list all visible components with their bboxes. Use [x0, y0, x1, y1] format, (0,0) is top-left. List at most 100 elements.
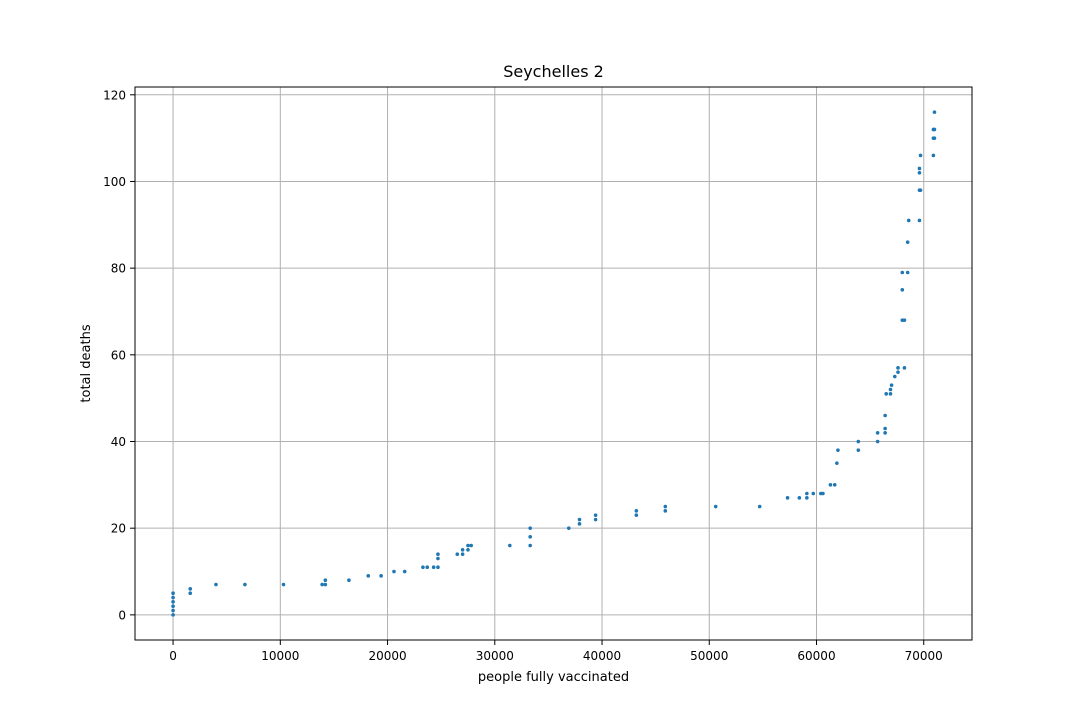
data-point: [875, 439, 880, 444]
data-point: [902, 366, 907, 370]
data-point: [469, 543, 473, 548]
x-axis-label: people fully vaccinated: [478, 670, 629, 685]
data-point: [436, 552, 440, 556]
axis-ticks: 0 10000 20000 30000 40000 50000 60000 70000 0 20 4…: [103, 88, 943, 663]
data-point: [171, 600, 175, 604]
data-point: [805, 491, 809, 496]
x-tick-label: 30000: [476, 649, 514, 663]
data-point: [835, 461, 839, 465]
y-tick-label: 100: [103, 175, 126, 189]
data-point: [892, 374, 897, 379]
data-point: [856, 439, 861, 444]
data-point: [436, 565, 440, 569]
data-point: [932, 127, 937, 132]
data-point: [323, 582, 328, 587]
y-tick-label: 40: [111, 435, 126, 449]
data-point: [663, 504, 668, 509]
data-point: [875, 431, 880, 435]
data-point: [366, 574, 371, 578]
data-point: [757, 504, 762, 509]
data-point: [593, 517, 598, 522]
data-point: [281, 582, 286, 587]
data-point: [797, 496, 802, 500]
y-axis-label: total deaths: [79, 324, 94, 402]
data-point: [577, 517, 582, 522]
data-point: [883, 426, 887, 431]
data-point: [171, 604, 175, 608]
data-point: [828, 483, 833, 487]
data-point: [566, 526, 571, 530]
data-point: [593, 513, 598, 517]
x-tick-label: 20000: [368, 649, 406, 663]
data-point: [900, 288, 905, 292]
x-tick-label: 60000: [797, 649, 835, 663]
data-point: [214, 582, 218, 587]
data-point: [425, 565, 430, 569]
data-point: [821, 491, 825, 496]
x-tick-label: 50000: [690, 649, 728, 663]
x-tick-label: 10000: [261, 649, 299, 663]
data-point: [906, 218, 911, 223]
plot-frame: [134, 86, 973, 641]
data-point: [347, 578, 351, 582]
data-point: [323, 578, 328, 582]
data-point: [171, 595, 175, 600]
data-point: [379, 574, 383, 578]
data-point: [528, 543, 532, 548]
data-point: [436, 556, 440, 561]
data-point: [888, 387, 893, 392]
data-point: [836, 448, 840, 452]
data-point: [888, 392, 893, 396]
data-point: [856, 448, 861, 452]
data-point: [902, 318, 907, 322]
grid-lines: [135, 87, 972, 640]
data-point: [171, 613, 175, 617]
data-point: [884, 392, 889, 396]
y-tick-label: 80: [111, 262, 126, 276]
data-point: [918, 188, 923, 192]
data-point: [460, 548, 465, 552]
data-point: [508, 543, 512, 548]
data-point: [785, 496, 790, 500]
data-point: [713, 504, 718, 509]
data-point: [832, 483, 837, 487]
data-point: [932, 136, 937, 140]
data-point: [171, 591, 175, 595]
data-point: [528, 526, 532, 530]
x-tick-label: 70000: [905, 649, 943, 663]
data-point: [905, 240, 910, 244]
data-point: [421, 565, 425, 569]
data-point: [883, 413, 887, 418]
data-point: [528, 535, 532, 539]
data-point: [466, 548, 470, 552]
data-point: [634, 513, 639, 517]
data-point: [431, 565, 436, 569]
data-point: [320, 582, 324, 587]
chart-title: Seychelles 2: [503, 62, 604, 81]
data-points: [171, 110, 937, 617]
y-tick-label: 60: [111, 348, 126, 362]
data-point: [905, 270, 910, 275]
data-point: [663, 509, 668, 513]
x-tick-label: 40000: [583, 649, 621, 663]
data-point: [577, 522, 582, 526]
data-point: [896, 370, 900, 374]
data-point: [188, 591, 193, 595]
data-point: [466, 543, 470, 548]
data-point: [889, 383, 894, 387]
data-point: [883, 431, 887, 435]
data-point: [811, 491, 816, 496]
data-point: [918, 153, 923, 158]
data-point: [455, 552, 460, 556]
data-point: [917, 171, 922, 175]
data-point: [188, 587, 193, 591]
y-tick-label: 120: [103, 88, 126, 102]
data-point: [460, 552, 465, 556]
data-point: [932, 110, 937, 114]
data-point: [896, 366, 900, 370]
data-point: [900, 270, 905, 275]
data-point: [917, 218, 922, 223]
data-point: [392, 569, 396, 574]
data-point: [243, 582, 247, 587]
